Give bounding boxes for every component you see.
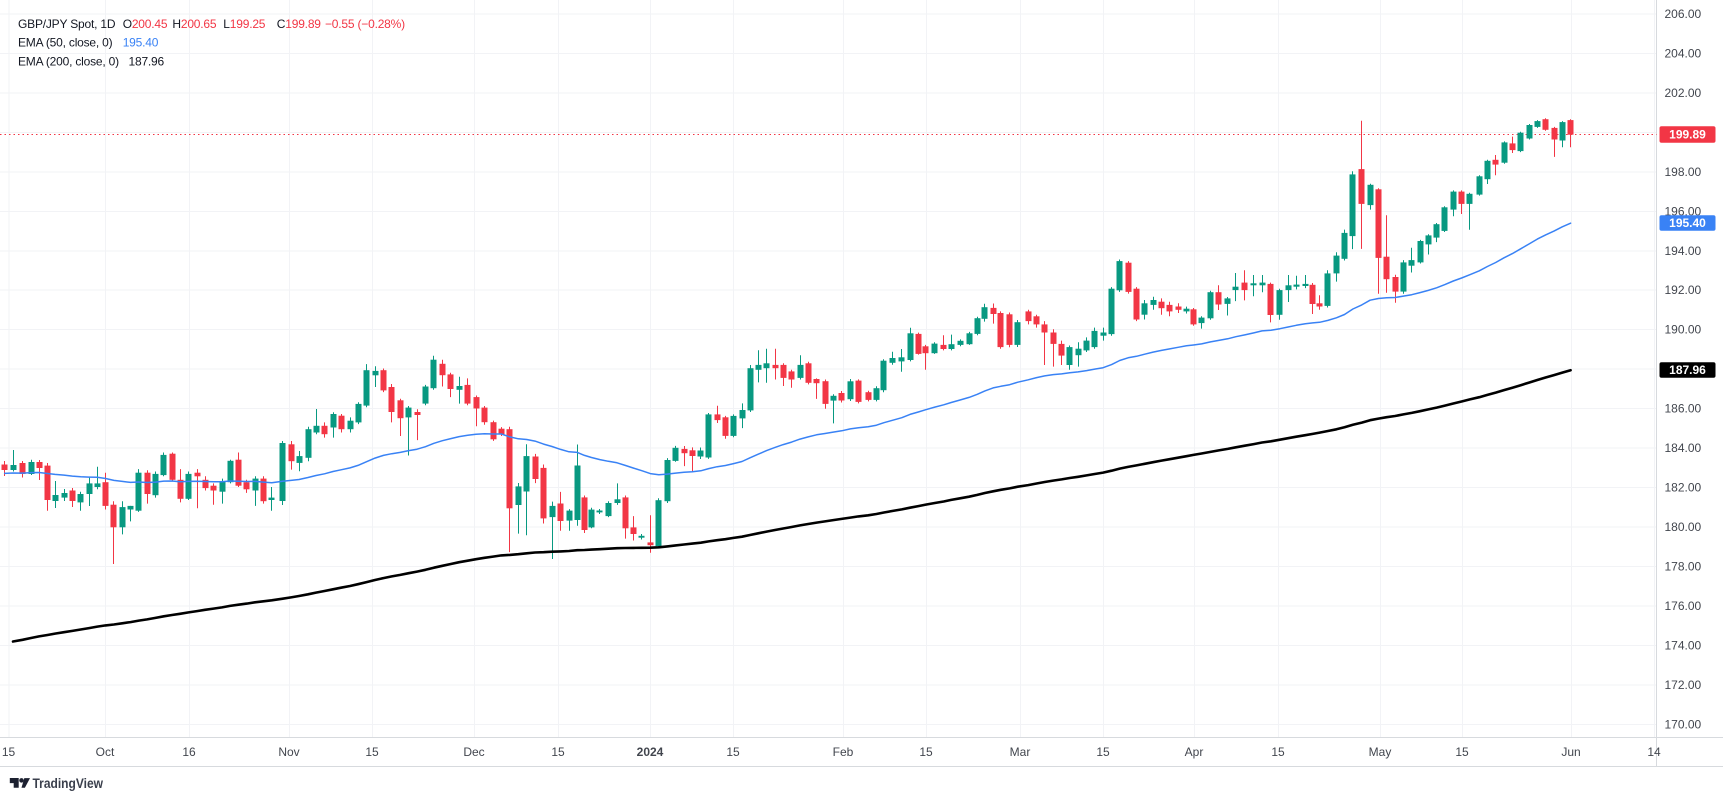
svg-text:178.00: 178.00 <box>1665 560 1702 574</box>
svg-text:15: 15 <box>2 745 16 759</box>
svg-text:192.00: 192.00 <box>1665 283 1702 297</box>
svg-text:Mar: Mar <box>1010 745 1031 759</box>
svg-text:Feb: Feb <box>833 745 854 759</box>
svg-text:15: 15 <box>1455 745 1469 759</box>
svg-text:15: 15 <box>919 745 933 759</box>
svg-text:190.00: 190.00 <box>1665 323 1702 337</box>
svg-text:Oct: Oct <box>96 745 115 759</box>
svg-text:May: May <box>1369 745 1392 759</box>
svg-text:Nov: Nov <box>278 745 299 759</box>
svg-text:H200.65: H200.65 <box>172 17 216 31</box>
svg-text:2024: 2024 <box>637 745 664 759</box>
svg-text:180.00: 180.00 <box>1665 520 1702 534</box>
svg-text:176.00: 176.00 <box>1665 599 1702 613</box>
svg-text:Jun: Jun <box>1561 745 1580 759</box>
svg-text:O200.45: O200.45 <box>123 17 168 31</box>
svg-text:15: 15 <box>365 745 379 759</box>
svg-text:206.00: 206.00 <box>1665 7 1702 21</box>
svg-text:202.00: 202.00 <box>1665 86 1702 100</box>
svg-text:195.40: 195.40 <box>123 36 159 50</box>
svg-text:EMA (50, close, 0): EMA (50, close, 0) <box>18 36 113 50</box>
svg-text:15: 15 <box>551 745 565 759</box>
svg-text:−0.55 (−0.28%): −0.55 (−0.28%) <box>325 17 405 31</box>
svg-text:Apr: Apr <box>1185 745 1204 759</box>
svg-text:186.00: 186.00 <box>1665 402 1702 416</box>
svg-text:195.40: 195.40 <box>1669 216 1706 230</box>
svg-text:15: 15 <box>726 745 740 759</box>
svg-text:EMA (200, close, 0): EMA (200, close, 0) <box>18 55 119 69</box>
svg-text:GBP/JPY Spot, 1D: GBP/JPY Spot, 1D <box>18 17 116 31</box>
svg-text:TradingView: TradingView <box>33 775 104 791</box>
svg-text:14: 14 <box>1647 745 1661 759</box>
svg-text:L199.25: L199.25 <box>223 17 266 31</box>
svg-text:187.96: 187.96 <box>1669 363 1706 377</box>
svg-text:204.00: 204.00 <box>1665 46 1702 60</box>
svg-text:187.96: 187.96 <box>129 55 165 69</box>
svg-text:184.00: 184.00 <box>1665 441 1702 455</box>
svg-text:182.00: 182.00 <box>1665 481 1702 495</box>
svg-text:15: 15 <box>1096 745 1110 759</box>
svg-text:196.00: 196.00 <box>1665 204 1702 218</box>
svg-text:194.00: 194.00 <box>1665 244 1702 258</box>
svg-text:16: 16 <box>182 745 196 759</box>
svg-text:174.00: 174.00 <box>1665 639 1702 653</box>
svg-text:C199.89: C199.89 <box>277 17 321 31</box>
svg-text:Dec: Dec <box>463 745 484 759</box>
svg-text:199.89: 199.89 <box>1669 128 1706 142</box>
svg-text:172.00: 172.00 <box>1665 678 1702 692</box>
svg-text:170.00: 170.00 <box>1665 718 1702 732</box>
svg-text:15: 15 <box>1271 745 1285 759</box>
svg-text:198.00: 198.00 <box>1665 165 1702 179</box>
